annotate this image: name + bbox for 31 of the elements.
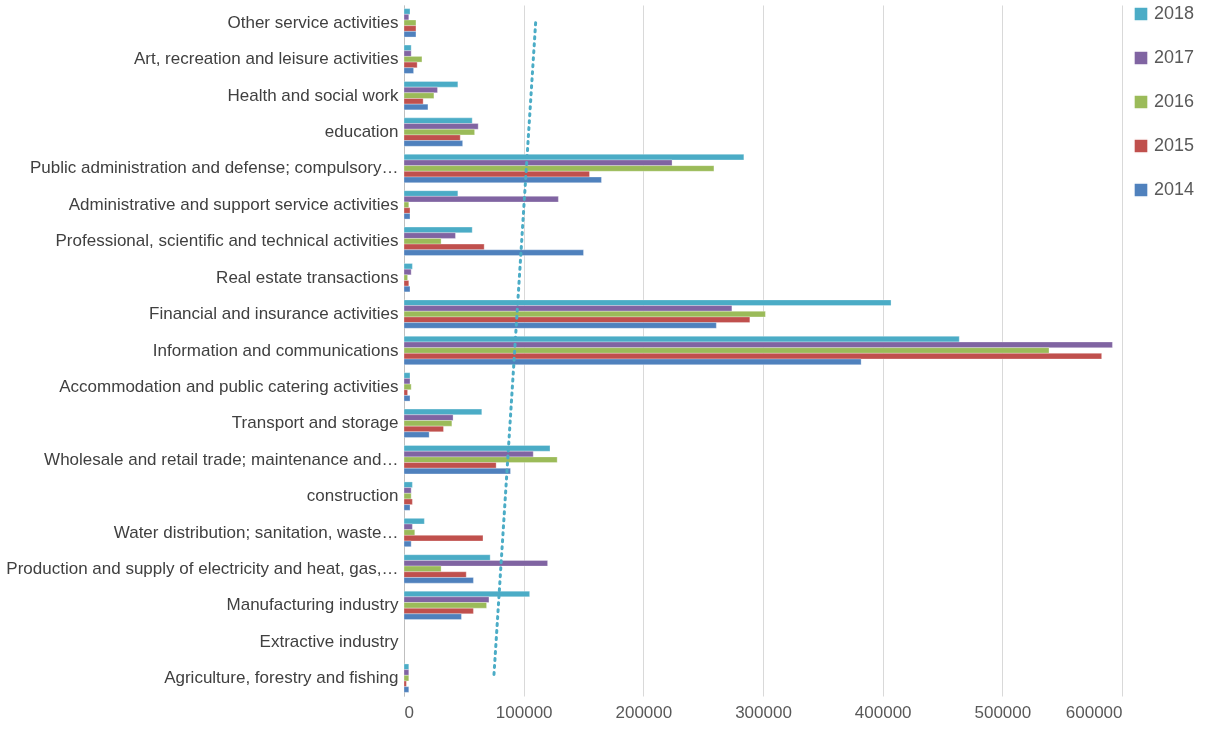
y-tick-label: education (324, 122, 399, 142)
x-tick-label: 0 (404, 702, 414, 722)
y-tick-label: Water distribution; sanitation, waste… (113, 522, 399, 542)
legend-label: 2015 (1154, 135, 1195, 155)
legend-label: 2016 (1154, 91, 1195, 111)
legend-label: 2014 (1154, 179, 1195, 199)
y-tick-label: Manufacturing industry (226, 595, 399, 615)
x-tick-label: 300000 (735, 702, 792, 722)
x-tick-label: 400000 (854, 702, 912, 722)
y-tick-label: Other service activities (227, 12, 399, 32)
y-tick-label: Agriculture, forestry and fishing (164, 668, 399, 688)
y-tick-label: Accommodation and public catering activities (59, 376, 399, 396)
y-tick-label: Production and supply of electricity and heat, gas,… (6, 558, 399, 578)
legend-label: 2018 (1154, 3, 1195, 23)
y-tick-label: Extractive industry (259, 631, 399, 651)
x-tick-label: 600000 (1065, 702, 1123, 722)
y-tick-label: Art, recreation and leisure activities (133, 49, 399, 69)
y-tick-label: Real estate transactions (216, 267, 399, 287)
x-tick-label: 100000 (495, 702, 553, 722)
y-tick-label: Public administration and defense; compulsory… (29, 158, 399, 178)
legend-label: 2017 (1154, 47, 1195, 67)
y-tick-label: Health and social work (227, 85, 399, 105)
y-tick-label: Information and communications (152, 340, 399, 360)
y-tick-label: construction (306, 486, 399, 506)
y-tick-label: Administrative and support service activities (68, 194, 399, 214)
x-tick-label: 200000 (615, 702, 673, 722)
y-tick-label: Wholesale and retail trade; maintenance and… (44, 449, 399, 469)
y-tick-label: Transport and storage (231, 413, 399, 433)
x-tick-label: 500000 (974, 702, 1032, 722)
y-tick-label: Financial and insurance activities (149, 304, 399, 324)
y-tick-label: Professional, scientific and technical activities (55, 231, 399, 251)
